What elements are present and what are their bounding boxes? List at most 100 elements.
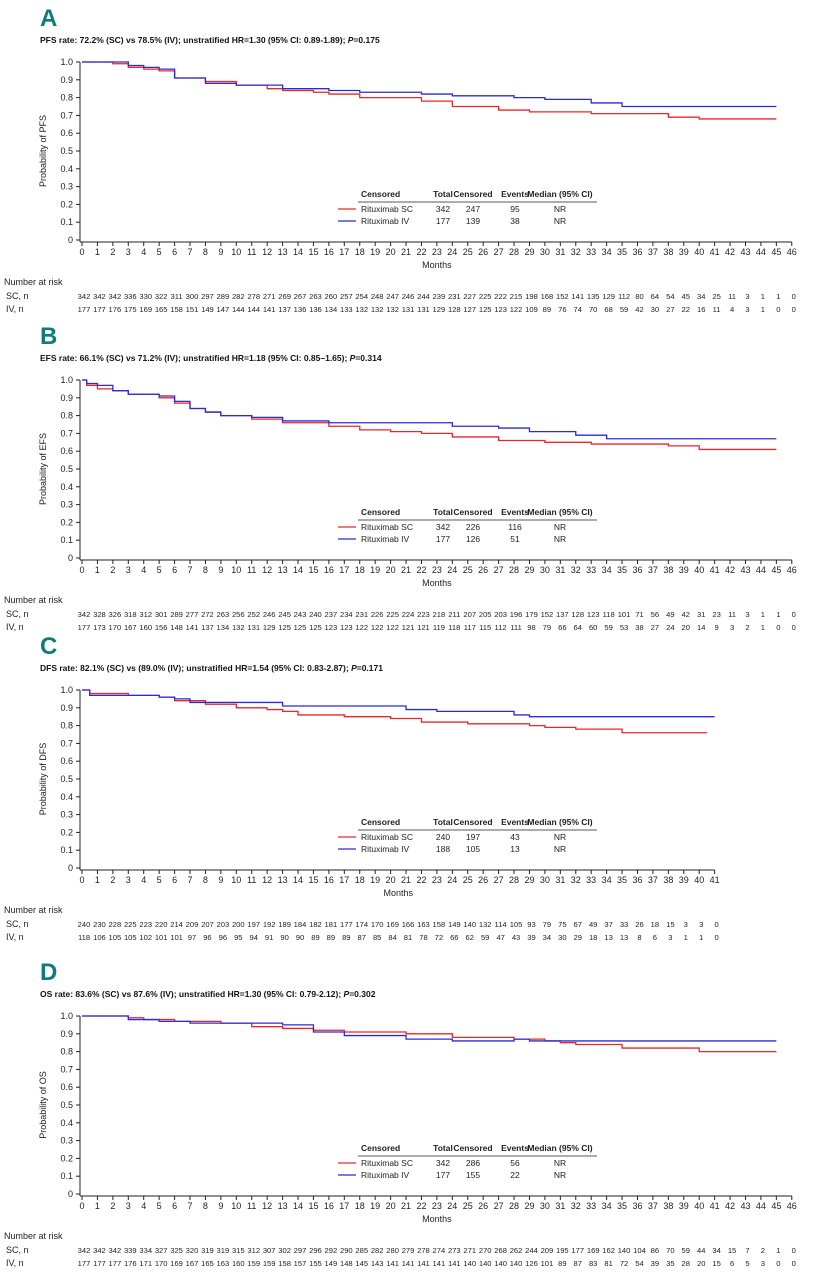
risk-value: 35 xyxy=(666,1259,674,1268)
x-tick-label: 33 xyxy=(586,1201,596,1211)
risk-value: 207 xyxy=(463,610,476,619)
km-curve-iv xyxy=(82,1015,777,1042)
risk-value: 137 xyxy=(278,305,291,314)
legend-censored: 155 xyxy=(466,1170,480,1180)
risk-value: 90 xyxy=(296,933,304,942)
y-tick-label: 0.7 xyxy=(60,1064,73,1074)
risk-value: 165 xyxy=(155,305,168,314)
x-tick-label: 33 xyxy=(586,875,596,885)
risk-value: 342 xyxy=(78,610,91,619)
risk-value: 125 xyxy=(294,623,307,632)
risk-value: 122 xyxy=(371,623,384,632)
legend-header: Censored xyxy=(361,189,400,199)
risk-value: 123 xyxy=(340,623,353,632)
x-tick-label: 38 xyxy=(663,1201,673,1211)
risk-value: 95 xyxy=(234,933,242,942)
risk-value: 147 xyxy=(217,305,230,314)
risk-value: 101 xyxy=(541,1259,554,1268)
risk-value: 39 xyxy=(651,1259,659,1268)
x-tick-label: 11 xyxy=(247,247,256,257)
legend-events: 13 xyxy=(510,844,520,854)
risk-value: 270 xyxy=(479,1246,492,1255)
y-tick-label: 0.3 xyxy=(60,1136,73,1146)
risk-value: 0 xyxy=(776,623,780,632)
risk-value: 109 xyxy=(525,305,538,314)
risk-value: 231 xyxy=(448,292,461,301)
risk-value: 240 xyxy=(78,920,91,929)
x-tick-label: 13 xyxy=(278,247,288,257)
risk-value: 327 xyxy=(155,1246,168,1255)
risk-value: 1 xyxy=(699,933,703,942)
risk-value: 105 xyxy=(510,920,523,929)
risk-value: 64 xyxy=(651,292,659,301)
y-tick-label: 0.9 xyxy=(60,75,73,85)
risk-value: 271 xyxy=(463,1246,476,1255)
risk-value: 85 xyxy=(373,933,381,942)
x-tick-label: 32 xyxy=(571,247,581,257)
x-tick-label: 13 xyxy=(278,875,288,885)
panel-title: EFS rate: 66.1% (SC) vs 71.2% (IV); unst… xyxy=(40,353,382,363)
legend-name: Rituximab SC xyxy=(361,522,413,532)
risk-value: 1 xyxy=(776,292,780,301)
risk-value: 168 xyxy=(541,292,554,301)
risk-value: 300 xyxy=(186,292,199,301)
risk-value: 18 xyxy=(651,920,659,929)
risk-value: 220 xyxy=(155,920,168,929)
title-text: DFS rate: 82.1% (SC) vs (89.0% (IV); uns… xyxy=(40,663,351,673)
x-tick-label: 16 xyxy=(324,247,334,257)
p-value: =0.175 xyxy=(353,35,380,45)
risk-value: 125 xyxy=(479,305,492,314)
risk-value: 6 xyxy=(653,933,657,942)
risk-value: 209 xyxy=(186,920,199,929)
risk-value: 179 xyxy=(525,610,538,619)
legend-censored: 105 xyxy=(466,844,480,854)
risk-value: 141 xyxy=(402,1259,415,1268)
risk-value: 252 xyxy=(247,610,260,619)
risk-value: 322 xyxy=(155,292,168,301)
legend-name: Rituximab IV xyxy=(361,534,410,544)
risk-value: 133 xyxy=(340,305,353,314)
y-axis-label: Probability of DFS xyxy=(38,743,48,816)
km-curve-sc xyxy=(82,689,707,734)
x-tick-label: 22 xyxy=(416,1201,426,1211)
risk-value: 176 xyxy=(109,305,122,314)
risk-value: 245 xyxy=(278,610,291,619)
risk-value: 228 xyxy=(109,920,122,929)
km-curve-sc xyxy=(82,61,777,120)
y-tick-label: 0.6 xyxy=(60,446,73,456)
risk-value: 2 xyxy=(761,1246,765,1255)
x-tick-label: 3 xyxy=(126,565,131,575)
risk-value: 140 xyxy=(463,920,476,929)
risk-value: 3 xyxy=(699,920,703,929)
risk-value: 260 xyxy=(325,292,338,301)
y-tick-label: 0.8 xyxy=(60,93,73,103)
x-tick-label: 12 xyxy=(262,875,272,885)
risk-value: 215 xyxy=(510,292,523,301)
risk-value: 290 xyxy=(340,1246,353,1255)
x-tick-label: 24 xyxy=(447,875,457,885)
risk-value: 42 xyxy=(682,610,690,619)
legend-header: Median (95% CI) xyxy=(527,817,592,827)
risk-value: 339 xyxy=(124,1246,137,1255)
y-tick-label: 0.8 xyxy=(60,411,73,421)
risk-value: 26 xyxy=(635,920,643,929)
risk-value: 16 xyxy=(697,305,705,314)
risk-value: 7 xyxy=(745,1246,749,1255)
legend-header: Median (95% CI) xyxy=(527,189,592,199)
risk-value: 62 xyxy=(466,933,474,942)
risk-value: 149 xyxy=(448,920,461,929)
risk-value: 280 xyxy=(386,1246,399,1255)
risk-value: 263 xyxy=(309,292,322,301)
legend-name: Rituximab IV xyxy=(361,844,410,854)
x-tick-label: 10 xyxy=(231,565,241,575)
x-tick-label: 1 xyxy=(95,565,100,575)
risk-value: 38 xyxy=(635,623,643,632)
risk-value: 140 xyxy=(494,1259,507,1268)
risk-value: 136 xyxy=(309,305,322,314)
legend-header: Censored xyxy=(453,1143,492,1153)
risk-value: 149 xyxy=(325,1259,338,1268)
x-tick-label: 46 xyxy=(787,565,797,575)
risk-value: 127 xyxy=(463,305,476,314)
x-tick-label: 21 xyxy=(401,1201,411,1211)
x-tick-label: 41 xyxy=(710,1201,720,1211)
